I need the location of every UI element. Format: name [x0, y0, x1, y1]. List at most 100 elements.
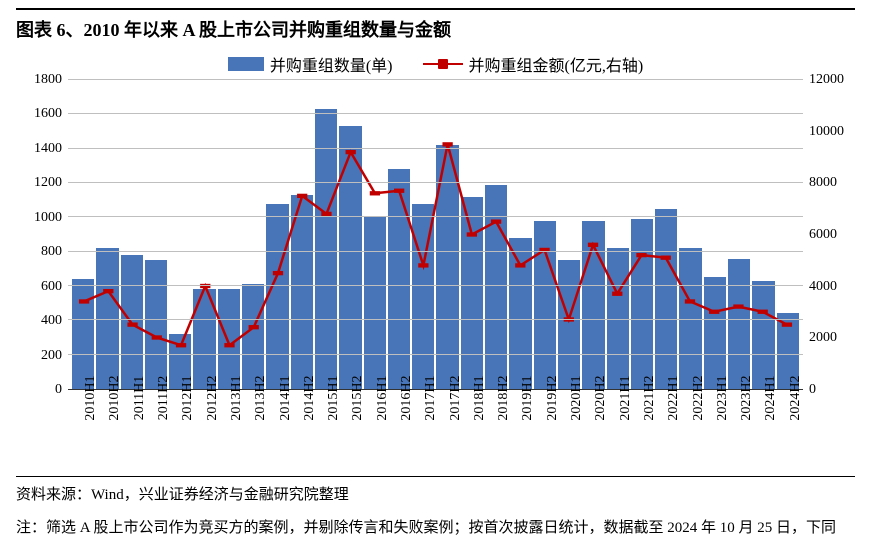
x-label: 2015H1 — [315, 394, 337, 470]
x-label: 2018H2 — [485, 394, 507, 470]
x-label-text: 2024H2 — [788, 375, 804, 420]
plot-region — [68, 80, 803, 390]
y-axis-left: 020040060080010001200140016001800 — [16, 80, 66, 390]
grid-line — [68, 148, 803, 149]
grid-line — [68, 216, 803, 217]
grid-line — [68, 251, 803, 252]
x-label: 2024H2 — [777, 394, 799, 470]
x-label: 2018H1 — [461, 394, 483, 470]
line-marker — [491, 219, 501, 223]
x-label: 2012H1 — [169, 394, 191, 470]
y-right-tick: 8000 — [809, 175, 837, 191]
line-marker — [685, 299, 695, 303]
legend-item-bar: 并购重组数量(单) — [228, 52, 393, 76]
x-label: 2010H1 — [72, 394, 94, 470]
grid-line — [68, 354, 803, 355]
chart-area: 并购重组数量(单) 并购重组金额(亿元,右轴) 0 200 400 600 800 100… — [16, 50, 855, 470]
x-label: 2022H1 — [655, 394, 677, 470]
x-label: 2011H1 — [121, 394, 143, 470]
x-label: 2024H1 — [752, 394, 774, 470]
x-label: 2014H2 — [291, 394, 313, 470]
line-marker — [127, 322, 137, 326]
line-marker — [394, 189, 404, 193]
y-right-tick: 6000 — [809, 227, 837, 243]
x-label: 2017H2 — [436, 394, 458, 470]
legend-label-bar: 并购重组数量(单) — [270, 52, 393, 76]
title-bar: 图表 6、2010 年以来 A 股上市公司并购重组数量与金额 — [16, 8, 855, 46]
grid-line — [68, 182, 803, 183]
y-axis-right: 020004000600080001000012000 — [805, 80, 855, 390]
y-right-tick: 12000 — [809, 72, 844, 88]
grid-line — [68, 285, 803, 286]
grid-line — [68, 319, 803, 320]
legend-swatch-bar — [228, 57, 264, 71]
x-label: 2020H2 — [582, 394, 604, 470]
y-left-tick: 200 — [41, 348, 62, 364]
grid-line — [68, 113, 803, 114]
x-label: 2013H2 — [242, 394, 264, 470]
grid-line — [68, 79, 803, 80]
line-path — [84, 144, 787, 345]
figure-container: 图表 6、2010 年以来 A 股上市公司并购重组数量与金额 并购重组数量(单)… — [0, 0, 871, 551]
x-axis: 2010H12010H22011H12011H22012H12012H22013… — [68, 394, 803, 470]
line-marker — [370, 191, 380, 195]
y-left-tick: 400 — [41, 313, 62, 329]
x-label: 2021H2 — [631, 394, 653, 470]
line-marker — [249, 325, 259, 329]
x-label: 2019H2 — [534, 394, 556, 470]
line-marker — [782, 322, 792, 326]
line-marker — [636, 253, 646, 257]
line-marker — [709, 310, 719, 314]
line-series — [68, 80, 803, 389]
line-marker — [758, 310, 768, 314]
y-right-tick: 2000 — [809, 330, 837, 346]
line-marker — [224, 343, 234, 347]
x-label: 2022H2 — [679, 394, 701, 470]
x-label: 2014H1 — [266, 394, 288, 470]
x-label: 2020H1 — [558, 394, 580, 470]
y-left-tick: 600 — [41, 279, 62, 295]
y-right-tick: 0 — [809, 382, 816, 398]
y-left-tick: 800 — [41, 244, 62, 260]
source-text: 资料来源：Wind，兴业证券经济与金融研究院整理 — [16, 476, 855, 504]
x-label: 2017H1 — [412, 394, 434, 470]
x-label: 2011H2 — [145, 394, 167, 470]
line-marker — [733, 304, 743, 308]
line-marker — [661, 256, 671, 260]
note-text: 注：筛选 A 股上市公司作为竞买方的案例，并剔除传言和失败案例；按首次披露日统计… — [16, 514, 855, 543]
line-marker — [418, 263, 428, 267]
x-label: 2023H2 — [728, 394, 750, 470]
y-left-tick: 1800 — [34, 72, 62, 88]
line-marker — [152, 335, 162, 339]
x-label: 2021H1 — [607, 394, 629, 470]
line-marker — [273, 271, 283, 275]
line-marker — [612, 292, 622, 296]
y-left-tick: 0 — [55, 382, 62, 398]
y-left-tick: 1000 — [34, 210, 62, 226]
y-left-tick: 1400 — [34, 141, 62, 157]
line-marker — [467, 232, 477, 236]
line-marker — [588, 243, 598, 247]
x-label: 2016H2 — [388, 394, 410, 470]
y-left-tick: 1600 — [34, 106, 62, 122]
legend: 并购重组数量(单) 并购重组金额(亿元,右轴) — [16, 52, 855, 76]
legend-item-line: 并购重组金额(亿元,右轴) — [423, 52, 644, 76]
chart-title: 图表 6、2010 年以来 A 股上市公司并购重组数量与金额 — [16, 16, 855, 42]
line-marker — [442, 142, 452, 146]
x-label: 2010H2 — [96, 394, 118, 470]
line-marker — [346, 150, 356, 154]
line-marker — [79, 299, 89, 303]
x-label: 2013H1 — [218, 394, 240, 470]
x-label: 2019H1 — [509, 394, 531, 470]
line-marker — [176, 343, 186, 347]
line-marker — [297, 194, 307, 198]
y-left-tick: 1200 — [34, 175, 62, 191]
legend-swatch-line — [423, 63, 463, 66]
line-marker — [515, 263, 525, 267]
x-label: 2012H2 — [193, 394, 215, 470]
y-right-tick: 10000 — [809, 124, 844, 140]
x-label: 2023H1 — [704, 394, 726, 470]
legend-label-line: 并购重组金额(亿元,右轴) — [469, 52, 644, 76]
x-label: 2016H1 — [364, 394, 386, 470]
y-right-tick: 4000 — [809, 279, 837, 295]
